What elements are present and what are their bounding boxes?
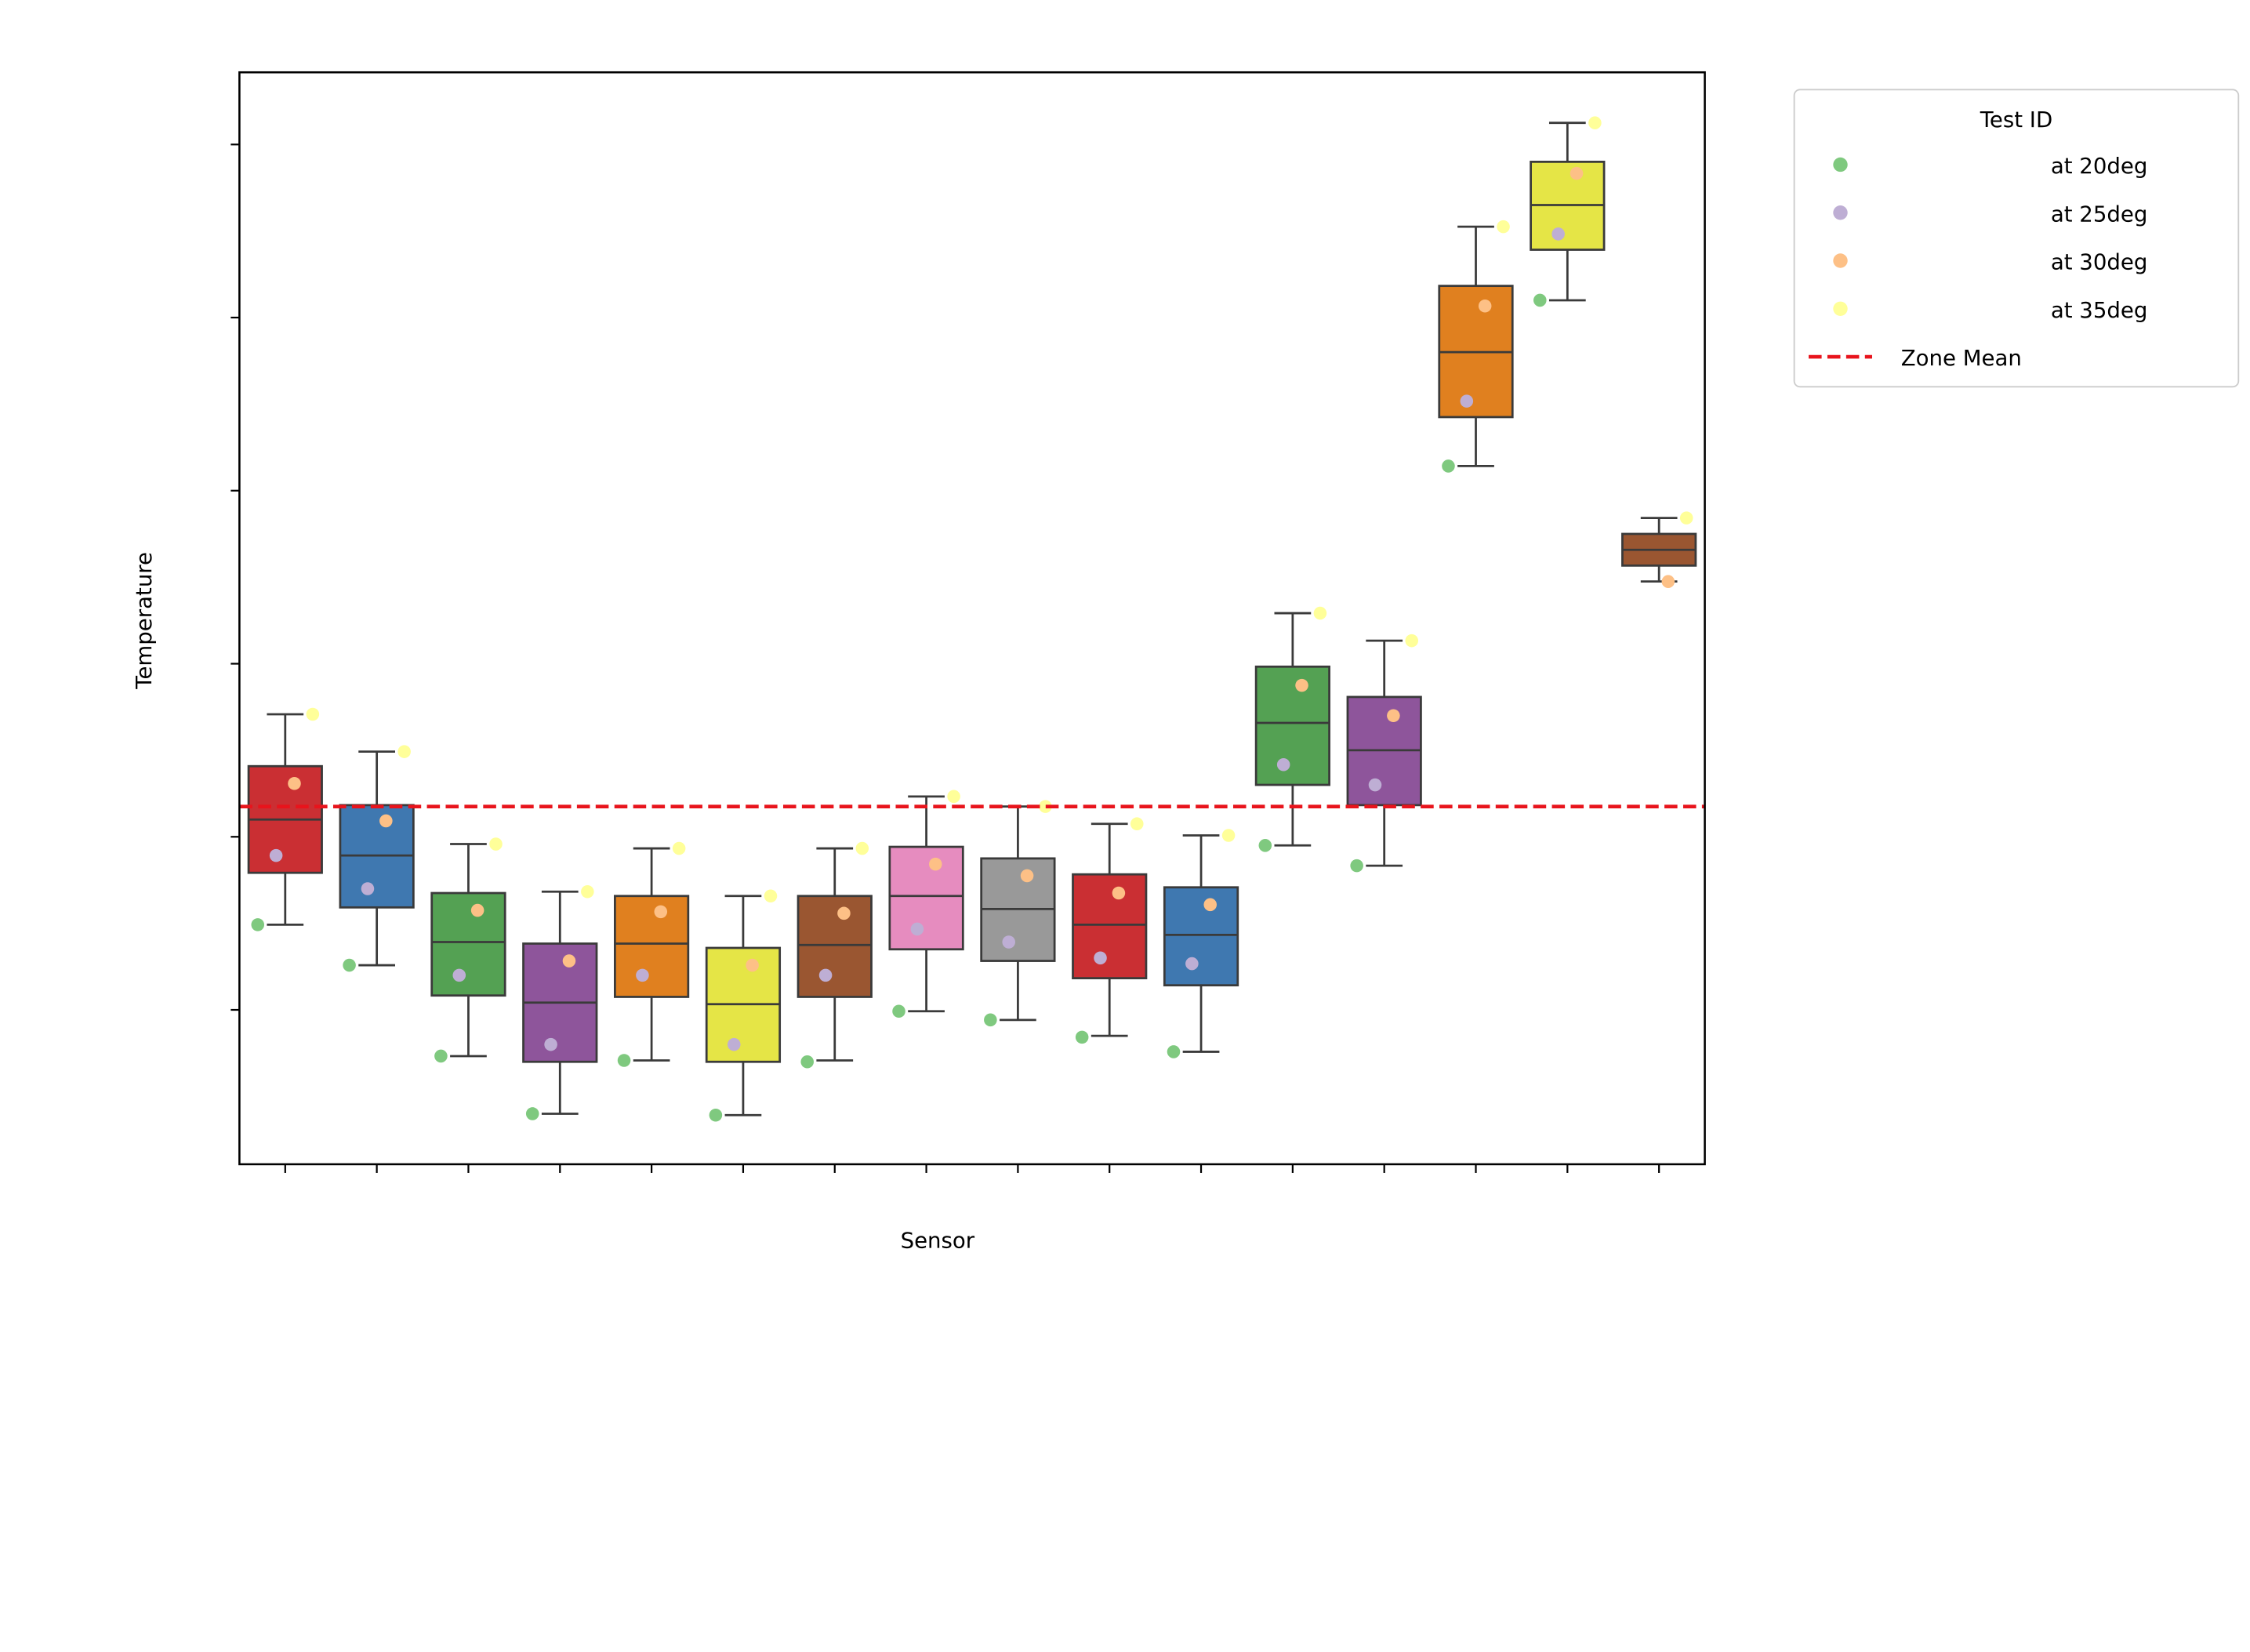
point (397, 745, 411, 758)
point (855, 841, 869, 855)
point (1551, 227, 1565, 241)
point (1276, 757, 1290, 772)
point (1075, 1030, 1089, 1044)
point (709, 1108, 723, 1122)
legend-label: at 30deg (2051, 249, 2148, 275)
point (525, 1107, 539, 1120)
point (1570, 166, 1584, 180)
point (800, 1055, 814, 1069)
legend-marker (1833, 205, 1848, 220)
point (1221, 829, 1236, 842)
point (1094, 951, 1107, 965)
point (764, 889, 778, 903)
point (892, 1004, 905, 1018)
point (654, 905, 668, 919)
point (672, 841, 686, 855)
point (818, 968, 833, 982)
point (928, 857, 942, 871)
point (434, 1049, 448, 1063)
legend: Test ID at 20deg at 25deg at 30deg at 35deg… (1793, 89, 2240, 388)
point (1295, 678, 1308, 692)
point (947, 790, 960, 804)
point (1588, 116, 1602, 129)
point (1533, 293, 1547, 307)
legend-label: at 20deg (2051, 153, 2148, 179)
point (269, 848, 283, 862)
legend-marker (1833, 301, 1848, 316)
legend-label: Zone Mean (1901, 345, 2022, 371)
point (1258, 839, 1272, 852)
box (797, 895, 873, 998)
point (1203, 898, 1218, 912)
point (617, 1054, 631, 1067)
point (1387, 709, 1400, 723)
point (489, 837, 503, 851)
point (1497, 220, 1510, 234)
point (1020, 869, 1034, 883)
legend-marker (1833, 253, 1848, 268)
point (1167, 1045, 1181, 1058)
box (1072, 873, 1148, 979)
point (1368, 778, 1382, 792)
point (1130, 817, 1144, 830)
point (452, 968, 466, 982)
point (837, 906, 851, 920)
point (343, 958, 356, 972)
box (613, 895, 690, 998)
point (910, 922, 924, 936)
legend-marker (1833, 157, 1848, 172)
point (1460, 394, 1474, 408)
box (430, 891, 506, 997)
point (636, 968, 649, 982)
point (361, 882, 375, 895)
point (562, 954, 576, 968)
point (1313, 606, 1327, 620)
y-axis-label: Temperature (131, 552, 157, 690)
axes-frame (238, 71, 1706, 1166)
point (1039, 800, 1052, 813)
point (544, 1037, 557, 1051)
point (251, 918, 265, 931)
box (888, 845, 964, 951)
plot-area (239, 116, 1705, 1122)
box (1163, 886, 1239, 987)
point (379, 814, 393, 828)
point (581, 884, 594, 899)
legend-label: at 25deg (2051, 201, 2148, 227)
point (1350, 859, 1363, 873)
point (1185, 957, 1199, 971)
point (1112, 886, 1126, 900)
box (1254, 665, 1330, 786)
point (1661, 575, 1675, 588)
legend-frame (1793, 89, 2240, 388)
point (1478, 299, 1492, 313)
point (470, 903, 484, 917)
point (306, 707, 320, 721)
point (1442, 459, 1455, 473)
x-axis-label: Sensor (901, 1228, 975, 1254)
legend-title: Test ID (1980, 107, 2052, 133)
point (1002, 935, 1015, 949)
point (746, 958, 759, 972)
point (727, 1037, 741, 1051)
point (1679, 511, 1693, 525)
point (984, 1013, 997, 1027)
point (1405, 634, 1419, 648)
legend-label: at 35deg (2051, 297, 2148, 323)
point (288, 777, 301, 790)
